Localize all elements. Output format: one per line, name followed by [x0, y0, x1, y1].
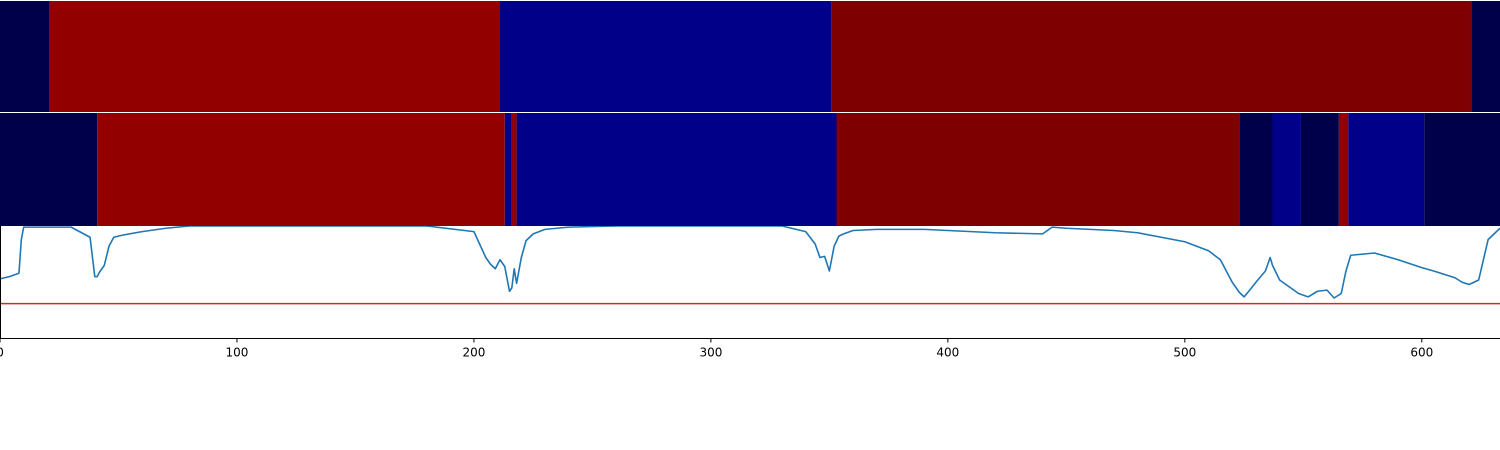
- segmentation-track-2-segment: [1300, 113, 1339, 226]
- plot-background: [0, 226, 1500, 339]
- segmentation-track-2-segment: [1338, 113, 1349, 226]
- segmentation-track-2-segment: [97, 113, 505, 226]
- segmentation-track-2-segment: [1348, 113, 1425, 226]
- x-tick-label: 600: [1410, 346, 1433, 360]
- x-tick-label: 0: [0, 346, 4, 360]
- x-tick-label: 300: [699, 346, 722, 360]
- x-tick-label: 500: [1173, 346, 1196, 360]
- line-plot: 0 100 200 300 400 500 600: [0, 226, 1500, 360]
- segmentation-track-2-segment: [0, 113, 98, 226]
- segmentation-track-1-segment: [49, 1, 501, 112]
- segmentation-track-1: [0, 1, 1500, 112]
- segmentation-track-2-segment: [504, 113, 512, 226]
- segmentation-track-1-segment: [500, 1, 832, 112]
- segmentation-track-2-segment: [836, 113, 1240, 226]
- segmentation-track-2-segment: [1424, 113, 1500, 226]
- segmentation-track-2-segment: [1272, 113, 1301, 226]
- segmentation-track-2: [0, 113, 1500, 226]
- segmentation-track-1-segment: [1471, 1, 1500, 112]
- score-line: [0, 226, 1500, 299]
- segmentation-track-2-segment: [1239, 113, 1273, 226]
- x-tick-label: 100: [226, 346, 249, 360]
- x-tick-label: 400: [936, 346, 959, 360]
- segmentation-track-2-segment: [511, 113, 517, 226]
- x-tick-label: 200: [462, 346, 485, 360]
- segmentation-track-1-segment: [0, 1, 50, 112]
- segmentation-track-2-segment: [516, 113, 837, 226]
- segmentation-track-1-segment: [831, 1, 1472, 112]
